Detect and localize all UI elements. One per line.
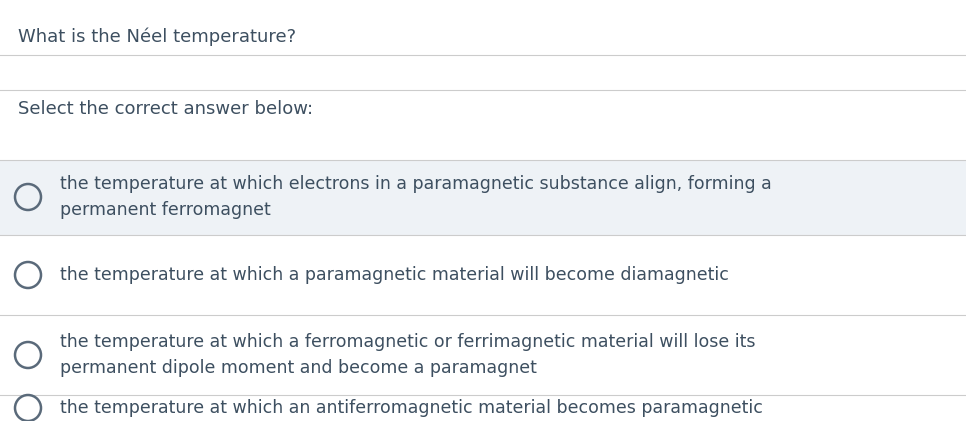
- Text: What is the Néel temperature?: What is the Néel temperature?: [18, 28, 297, 46]
- Text: the temperature at which electrons in a paramagnetic substance align, forming a
: the temperature at which electrons in a …: [60, 175, 772, 219]
- Text: the temperature at which an antiferromagnetic material becomes paramagnetic: the temperature at which an antiferromag…: [60, 399, 763, 417]
- Text: the temperature at which a ferromagnetic or ferrimagnetic material will lose its: the temperature at which a ferromagnetic…: [60, 333, 755, 377]
- Text: Select the correct answer below:: Select the correct answer below:: [18, 100, 313, 118]
- FancyBboxPatch shape: [0, 160, 966, 235]
- Text: the temperature at which a paramagnetic material will become diamagnetic: the temperature at which a paramagnetic …: [60, 266, 729, 284]
